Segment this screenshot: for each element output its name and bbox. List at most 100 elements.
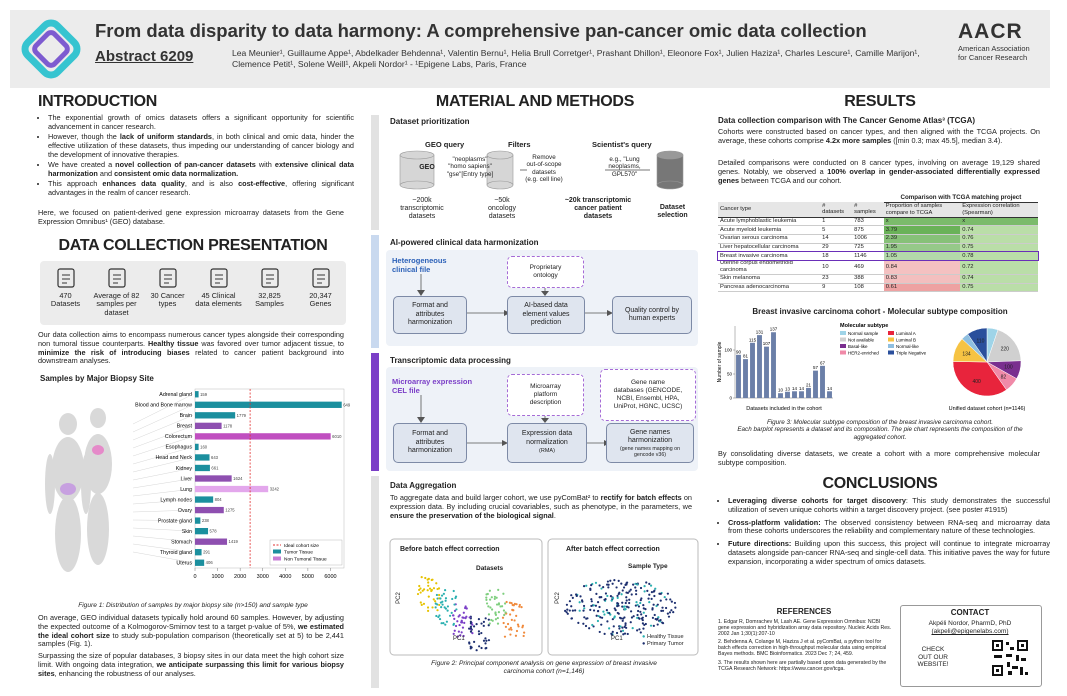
point bbox=[444, 607, 448, 610]
point bbox=[644, 608, 647, 611]
point bbox=[515, 614, 518, 617]
point bbox=[643, 585, 646, 588]
element bbox=[1020, 667, 1023, 675]
point bbox=[469, 627, 473, 630]
aacr-logo: AACR bbox=[958, 20, 1023, 43]
point bbox=[462, 611, 465, 614]
point bbox=[568, 600, 572, 603]
category-label: Stomach bbox=[171, 539, 192, 545]
db-label: GEO bbox=[419, 164, 435, 171]
point bbox=[450, 611, 453, 614]
point bbox=[435, 614, 438, 618]
element bbox=[32, 30, 70, 68]
point bbox=[469, 625, 473, 628]
point bbox=[487, 618, 490, 621]
text-run: , and is also bbox=[184, 179, 239, 189]
element bbox=[486, 180, 514, 190]
point bbox=[578, 601, 581, 604]
point bbox=[652, 603, 655, 606]
point bbox=[464, 606, 467, 610]
point bbox=[471, 632, 474, 635]
point bbox=[672, 611, 675, 614]
column-header: Proportion of samples compare to TCGA bbox=[885, 203, 943, 216]
point bbox=[487, 639, 491, 642]
point bbox=[630, 610, 633, 613]
paragraph: Surpassing the size of popular databases… bbox=[38, 651, 344, 678]
point bbox=[617, 592, 620, 596]
point bbox=[648, 601, 651, 604]
point bbox=[571, 609, 574, 612]
point bbox=[603, 613, 606, 616]
bar bbox=[195, 391, 199, 398]
point bbox=[590, 600, 593, 603]
point bbox=[606, 594, 609, 598]
point bbox=[480, 631, 483, 635]
point bbox=[661, 609, 665, 612]
point bbox=[515, 603, 518, 606]
point bbox=[608, 612, 611, 615]
icon-shape bbox=[316, 274, 325, 284]
point bbox=[615, 631, 619, 635]
point bbox=[667, 615, 671, 618]
point bbox=[570, 594, 573, 597]
value-label: 6499 bbox=[343, 402, 350, 407]
point bbox=[503, 613, 506, 617]
table-row: Cancer type # datasets # samples Proportion… bbox=[718, 202, 1038, 218]
value-label: 159 bbox=[200, 392, 208, 397]
legend-swatch bbox=[888, 337, 894, 342]
point bbox=[604, 592, 608, 595]
step-title: Scientist's query bbox=[592, 140, 652, 149]
point bbox=[521, 626, 524, 629]
step-text: "neoplasms" "homo sapiens" "gse"[Entry t… bbox=[446, 156, 494, 178]
bar bbox=[195, 506, 224, 514]
text-run: we anticipate surpassing this limit for … bbox=[38, 659, 344, 678]
point bbox=[495, 603, 499, 606]
point bbox=[631, 627, 634, 630]
x-axis-label: Datasets included in the cohort bbox=[746, 406, 822, 412]
category-label: Lymph nodes bbox=[160, 497, 192, 503]
point bbox=[515, 629, 519, 633]
subsection-title: Data Aggregation bbox=[390, 481, 457, 490]
y-axis-label: Number of sample bbox=[717, 341, 723, 382]
leader-line bbox=[132, 499, 194, 505]
point bbox=[659, 599, 662, 602]
point bbox=[523, 631, 526, 634]
legend-swatch bbox=[273, 556, 281, 561]
ontology: Proprietary ontology bbox=[507, 256, 584, 288]
bar bbox=[827, 391, 832, 398]
legend-box bbox=[269, 539, 343, 566]
element bbox=[1007, 662, 1010, 667]
element bbox=[1006, 654, 1012, 657]
value-label: 1419 bbox=[229, 539, 239, 544]
element bbox=[1008, 671, 1012, 675]
subsection-title: Data collection comparison with The Canc… bbox=[718, 116, 976, 125]
value-label: 14 bbox=[792, 386, 798, 391]
strip bbox=[371, 235, 379, 348]
bar bbox=[195, 538, 228, 545]
point bbox=[610, 633, 613, 636]
contact-cta[interactable]: CHECK OUT OUR WEBSITE! bbox=[917, 646, 949, 668]
table-cell: 725 bbox=[854, 244, 864, 251]
point bbox=[651, 616, 655, 619]
caption: Figure 3: Molecular subtype composition … bbox=[737, 419, 1023, 441]
text-run: enhances data quality bbox=[102, 179, 185, 189]
point bbox=[464, 617, 467, 620]
paragraph: Detailed comparisons were conducted on 8… bbox=[718, 158, 1040, 185]
text-run: To aggregate data and build larger cohor… bbox=[390, 493, 601, 502]
point bbox=[623, 605, 626, 608]
point bbox=[502, 621, 505, 625]
point bbox=[436, 597, 439, 600]
qr-code[interactable] bbox=[990, 638, 1030, 678]
point bbox=[659, 618, 662, 622]
icon-shape bbox=[260, 268, 279, 288]
point bbox=[594, 581, 598, 584]
point bbox=[599, 616, 602, 619]
point bbox=[518, 605, 521, 608]
text-run: , enhancing the robustness of our analys… bbox=[54, 668, 196, 678]
point bbox=[621, 605, 624, 608]
point bbox=[520, 605, 523, 609]
stat-label: 30 Cancer types bbox=[150, 291, 185, 309]
point bbox=[674, 606, 677, 609]
element bbox=[996, 669, 999, 672]
point bbox=[623, 625, 626, 628]
